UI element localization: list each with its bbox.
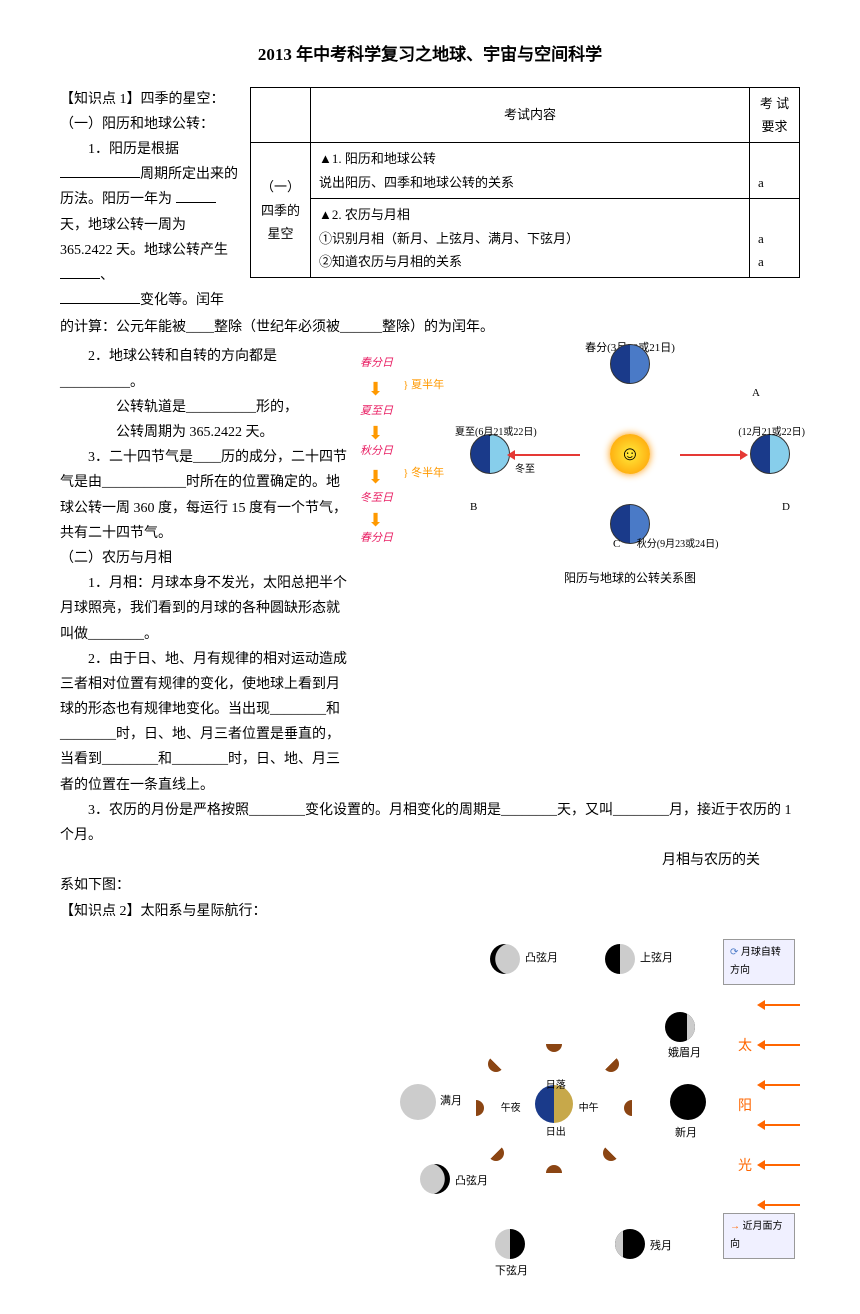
section-1-1: （一）阳历和地球公转： bbox=[60, 112, 240, 137]
page-title: 2013 年中考科学复习之地球、宇宙与空间科学 bbox=[60, 40, 800, 71]
para2: 的计算：公元年能被____整除（世纪年必须被______整除）的为闰年。 bbox=[60, 315, 800, 340]
legend-rotation: ⟳ 月球自转方向 bbox=[723, 939, 795, 985]
section-1-2: （二）农历与月相 bbox=[60, 546, 350, 571]
table-row: ▲1. 阳历和地球公转 说出阳历、四季和地球公转的关系 bbox=[311, 143, 750, 199]
main-content-section: 2．地球公转和自转的方向都是__________。 公转轨道是_________… bbox=[60, 344, 800, 797]
table-header-req: 考 试 要求 bbox=[750, 87, 800, 143]
para4: 3．二十四节气是____历的成分，二十四节气是由____________时所在的… bbox=[60, 445, 350, 546]
table-level: a a bbox=[750, 199, 800, 278]
para5: 1．月相：月球本身不发光，太阳总把半个月球照亮，我们看到的月球的各种圆缺形态就叫… bbox=[60, 571, 350, 647]
para8: 月相与农历的关 bbox=[60, 848, 800, 873]
orbit-caption: 阳历与地球的公转关系图 bbox=[460, 568, 800, 590]
earth-spring bbox=[610, 344, 650, 384]
sun-icon bbox=[610, 434, 650, 474]
table-level: a bbox=[750, 143, 800, 199]
table-category: （一）四季的星空 bbox=[251, 143, 311, 278]
para6: 2．由于日、地、月有规律的相对运动造成三者相对位置有规律的变化，使地球上看到月球… bbox=[60, 647, 350, 798]
table-row: ▲2. 农历与月相 ①识别月相（新月、上弦月、满月、下弦月） ②知道农历与月相的… bbox=[311, 199, 750, 278]
orbit-diagram: 春分(3月20或21日) 夏至(6月21或22日) 冬至 (12月21或22日)… bbox=[460, 344, 800, 604]
kp1-label: 【知识点 1】四季的星空： bbox=[60, 87, 240, 112]
kp2-label: 【知识点 2】太阳系与星际航行： bbox=[60, 899, 800, 924]
table-header-content: 考试内容 bbox=[311, 87, 750, 143]
moon-phase-diagram: ⟳ 月球自转方向 → 近月面方向 太 阳 光 日落 日出 午夜 中午 凸弦月 上… bbox=[390, 934, 800, 1274]
legend-near-side: → 近月面方向 bbox=[723, 1213, 795, 1259]
para3-1: 2．地球公转和自转的方向都是__________。 bbox=[60, 344, 350, 394]
para3-3: 公转周期为 365.2422 天。 bbox=[60, 420, 350, 445]
solar-terms-arrows: 春分日 ⬇ } 夏半年 夏至日 ⬇ 秋分日 ⬇ } 冬半年 冬至日 ⬇ 春分日 bbox=[360, 344, 450, 797]
para3-2: 公转轨道是__________形的， bbox=[60, 395, 350, 420]
para7: 3．农历的月份是严格按照________变化设置的。月相变化的周期是______… bbox=[60, 798, 800, 848]
para8-2: 系如下图： bbox=[60, 873, 800, 898]
exam-table: 考试内容 考 试 要求 （一）四季的星空 ▲1. 阳历和地球公转 说出阳历、四季… bbox=[250, 87, 800, 279]
intro-section: 【知识点 1】四季的星空： （一）阳历和地球公转： 1．阳历是根据 周期所定出来… bbox=[60, 87, 800, 314]
para1: 1．阳历是根据 周期所定出来的历法。阳历一年为 天，地球公转一周为 365.24… bbox=[60, 137, 240, 313]
